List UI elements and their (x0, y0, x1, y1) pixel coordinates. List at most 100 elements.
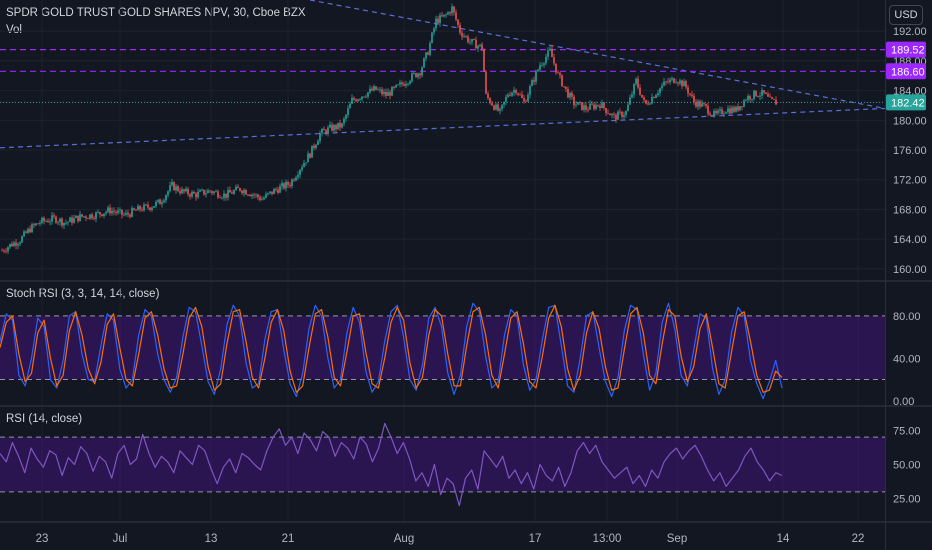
candle-body (439, 15, 441, 24)
indicator-bands (0, 315, 885, 493)
candle-body (113, 210, 115, 212)
candle-body (433, 28, 435, 33)
candle-body (91, 214, 93, 219)
candle-body (157, 199, 159, 202)
candle-body (213, 191, 215, 194)
candle-body (407, 83, 409, 85)
candle-body (327, 127, 329, 134)
candle-body (97, 211, 99, 213)
candle-body (559, 72, 561, 76)
candle-body (435, 18, 437, 29)
candle-body (221, 197, 223, 199)
candle-body (329, 124, 331, 128)
candle-body (583, 105, 585, 110)
candle-body (331, 124, 333, 131)
candle-body (587, 109, 589, 111)
candle-body (557, 72, 559, 74)
candle-body (555, 63, 557, 73)
candle-body (429, 42, 431, 55)
candle-body (649, 103, 651, 105)
candle-body (393, 87, 395, 88)
candle-body (701, 103, 703, 107)
candle-body (747, 96, 749, 101)
candle-body (593, 104, 595, 109)
candle-body (179, 191, 181, 194)
candle-body (601, 102, 603, 108)
candle-body (123, 214, 125, 216)
price-levels (0, 49, 885, 103)
currency-button[interactable]: USD (889, 5, 923, 25)
candle-body (15, 242, 17, 246)
candle-body (495, 104, 497, 110)
candle-body (595, 104, 597, 109)
candle-body (725, 112, 727, 114)
stoch-axis-label: 0.00 (893, 396, 914, 408)
candle-body (239, 188, 241, 191)
candle-body (227, 189, 229, 198)
time-axis-label: Sep (667, 533, 687, 545)
candle-body (713, 111, 715, 116)
candle-body (509, 94, 511, 96)
candle-body (627, 104, 629, 112)
candle-body (541, 64, 543, 66)
candle-body (705, 103, 707, 106)
candle-body (621, 111, 623, 117)
candle-body (175, 186, 177, 191)
candle-body (451, 6, 453, 14)
candle-body (147, 204, 149, 208)
candle-body (497, 104, 499, 111)
price-axis-label: 176.00 (893, 145, 927, 157)
candle-body (691, 94, 693, 96)
candle-body (543, 63, 545, 65)
candle-body (11, 243, 13, 247)
candle-body (403, 84, 405, 86)
candle-body (373, 86, 375, 91)
candle-body (669, 79, 671, 83)
candle-body (379, 89, 381, 91)
candle-body (199, 190, 201, 192)
candle-body (49, 221, 51, 223)
candle-body (291, 179, 293, 187)
candle-body (289, 185, 291, 187)
candle-body (735, 106, 737, 112)
candle-body (7, 247, 9, 252)
candle-body (419, 73, 421, 76)
level-tag-186: 186.60 (891, 66, 925, 78)
candle-body (525, 101, 527, 103)
rsi-band (0, 437, 885, 492)
candle-body (499, 108, 501, 111)
candle-body (257, 194, 259, 198)
candle-body (409, 81, 411, 84)
candle-body (47, 220, 49, 223)
candle-body (741, 106, 743, 107)
candle-body (565, 86, 567, 90)
candle-body (153, 206, 155, 208)
candle-body (507, 94, 509, 97)
candle-body (215, 191, 217, 193)
candle-body (183, 189, 185, 192)
candle-body (357, 99, 359, 102)
rsi-axis-label: 50.00 (893, 460, 921, 472)
candle-body (633, 83, 635, 95)
candle-body (365, 96, 367, 98)
candle-body (503, 101, 505, 105)
candle-body (423, 58, 425, 68)
candle-body (9, 243, 11, 248)
candle-body (757, 96, 759, 97)
candle-body (145, 204, 147, 206)
candle-body (233, 190, 235, 194)
candle-body (353, 97, 355, 100)
candle-body (279, 186, 281, 193)
candle-body (721, 109, 723, 115)
candle-body (535, 71, 537, 82)
candle-body (699, 101, 701, 107)
candle-body (683, 81, 685, 87)
candle-body (399, 82, 401, 85)
candle-body (303, 163, 305, 168)
candle-body (663, 81, 665, 86)
candle-body (597, 104, 599, 106)
candle-body (117, 210, 119, 213)
candle-body (441, 15, 443, 17)
series-line (0, 302, 783, 400)
